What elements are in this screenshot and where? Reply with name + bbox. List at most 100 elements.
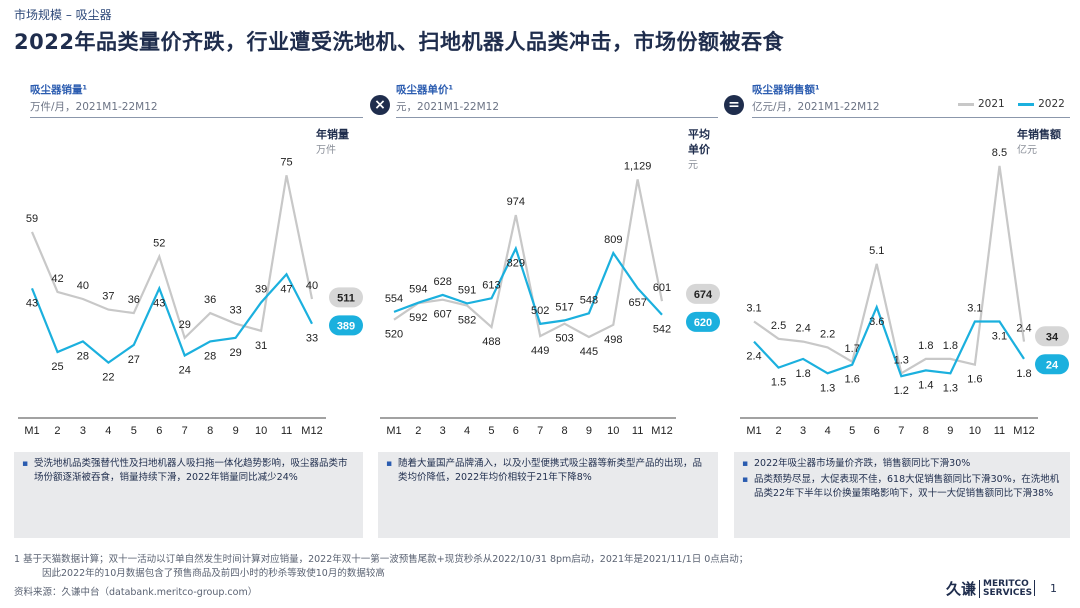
data-label-2021: 498 [604, 334, 622, 346]
logo-divider [979, 579, 981, 598]
data-label-2022: 47 [280, 283, 292, 295]
bullet-text: 品类颓势尽显，大促表现不佳，618大促销售额同比下滑30%，在洗地机品类22年下… [754, 474, 1060, 499]
data-label-2022: 829 [507, 258, 525, 270]
data-label-2021: 3.1 [746, 302, 761, 314]
data-label-2022: 542 [653, 324, 671, 336]
data-label-2021: 601 [653, 282, 671, 294]
data-label-2021: 5.1 [869, 245, 884, 257]
annual-value-2022: 24 [1046, 359, 1059, 371]
bullet-icon: ▪ [742, 459, 749, 469]
x-tick-label: 6 [513, 425, 519, 437]
x-tick-label: 10 [969, 425, 981, 437]
data-label-2021: 1.8 [918, 340, 933, 352]
annual-badge-2022 [686, 311, 720, 332]
panel-header-volume: 吸尘器销量¹ 万件/月，2021M1-22M12 [30, 82, 363, 118]
bullet-text: 受洗地机品类强替代性及扫地机器人吸扫拖一体化趋势影响，吸尘器品类市场份额逐渐被吞… [34, 458, 348, 483]
data-label-2021: 1,129 [624, 160, 652, 172]
x-tick-label: 10 [255, 425, 267, 437]
bullet-text: 2022年吸尘器市场量价齐跌，销售额同比下滑30% [754, 458, 971, 469]
panel-header-price: 吸尘器单价¹ 元，2021M1-22M12 [396, 82, 718, 118]
annual-value-2022: 620 [694, 317, 712, 329]
x-tick-label: 2 [775, 425, 781, 437]
annual-unit: 元 [688, 160, 698, 171]
data-label-2022: 27 [128, 354, 140, 366]
data-label-2021: 40 [306, 280, 318, 292]
x-tick-label: 3 [800, 425, 806, 437]
x-tick-label: 8 [923, 425, 929, 437]
panel-header-sales: 吸尘器销售额¹ 亿元/月，2021M1-22M12 [752, 82, 1070, 118]
panel-subtitle-sales: 亿元/月，2021M1-22M12 [752, 101, 880, 113]
data-label-2022: 28 [77, 350, 89, 362]
data-label-2021: 488 [482, 336, 500, 348]
annual-value-2021: 674 [694, 289, 713, 301]
annual-badge-2021 [686, 283, 720, 304]
data-label-2022: 1.5 [771, 377, 786, 389]
x-tick-label: 10 [607, 425, 619, 437]
data-label-2021: 31 [255, 340, 267, 352]
x-tick-label: 4 [105, 425, 111, 437]
data-label-2021: 1.3 [894, 354, 909, 366]
x-tick-label: M1 [386, 425, 401, 437]
page-number: 1 [1050, 582, 1057, 595]
x-tick-label: 11 [281, 425, 292, 437]
data-label-2022: 2.4 [746, 351, 761, 363]
series-line-2022 [30, 272, 313, 364]
source-note: 资料来源：久谦中台（databank.meritco-group.com） [14, 587, 258, 598]
data-label-2021: 2.5 [771, 320, 786, 332]
panel-subtitle-price: 元，2021M1-22M12 [396, 101, 500, 113]
data-label-2021: 2.4 [1016, 323, 1031, 335]
insight-box-sales: ▪ 2022年吸尘器市场量价齐跌，销售额同比下滑30% ▪ 品类颓势尽显，大促表现不佳… [734, 452, 1070, 538]
data-label-2022: 628 [434, 276, 452, 288]
bullet-text: 随着大量国产品牌涌入，以及小型便携式吸尘器等新类型产品的出现，品类均价降低，20… [398, 458, 703, 483]
legend-item-2022: 2022 [1018, 98, 1065, 110]
annual-unit: 亿元 [1017, 143, 1037, 156]
page-divider [1034, 580, 1035, 596]
data-label-2021: 36 [128, 294, 140, 306]
x-tick-label: 5 [488, 425, 494, 437]
x-tick-label: 8 [561, 425, 567, 437]
x-tick-label: 2 [415, 425, 421, 437]
x-tick-label: 9 [586, 425, 592, 437]
data-label-2022: 554 [385, 293, 403, 305]
x-tick-label: 8 [207, 425, 213, 437]
annual-badge-2022 [329, 315, 363, 336]
data-label-2022: 39 [255, 284, 267, 296]
data-label-2021: 75 [280, 156, 292, 168]
annual-badge-2021 [1035, 326, 1069, 347]
legend-swatch-2022 [1018, 102, 1035, 106]
data-label-2021: 33 [230, 305, 242, 317]
x-tick-label: 5 [849, 425, 855, 437]
data-label-2021: 445 [580, 346, 598, 358]
x-tick-label: 3 [440, 425, 446, 437]
x-tick-label: 7 [182, 425, 188, 437]
data-label-2022: 3.1 [992, 330, 1007, 342]
equals-icon: = [724, 95, 744, 115]
data-label-2021: 1.8 [943, 340, 958, 352]
x-tick-label: M12 [651, 425, 672, 437]
legend-swatch-2021 [958, 102, 974, 106]
annual-label: 平均 [688, 127, 710, 141]
x-tick-label: M12 [301, 425, 322, 437]
x-tick-label: M1 [746, 425, 761, 437]
data-label-2022: 1.8 [1016, 368, 1031, 380]
footnote: 1 基于天猫数据计算；双十一活动以订单自然发生时间计算对应销量，2022年双十一… [14, 553, 954, 581]
insight-bullet: ▪ 受洗地机品类强替代性及扫地机器人吸扫拖一体化趋势影响，吸尘器品类市场份额逐渐被… [22, 457, 355, 485]
x-tick-label: 9 [947, 425, 953, 437]
annual-label-2: 单价 [688, 142, 711, 156]
data-label-2021: 2.4 [795, 323, 810, 335]
x-tick-label: 2 [54, 425, 60, 437]
data-label-2021: 2.2 [820, 328, 835, 340]
data-label-2022: 594 [409, 284, 427, 296]
data-label-2022: 809 [604, 234, 622, 246]
annual-unit: 万件 [316, 144, 336, 156]
panel-subtitle-volume: 万件/月，2021M1-22M12 [30, 101, 158, 113]
data-label-2021: 520 [385, 329, 403, 341]
series-line-2021 [753, 165, 1026, 376]
x-tick-label: 4 [825, 425, 831, 437]
data-label-2021: 592 [409, 312, 427, 324]
data-label-2021: 40 [77, 280, 89, 292]
data-label-2022: 517 [555, 301, 573, 313]
data-label-2021: 42 [51, 273, 63, 285]
footnote-line-2: 因此2022年的10月数据包含了预售商品及前四小时的秒杀等致使10月的数据较高 [42, 568, 385, 579]
annual-badge-2021 [329, 287, 363, 308]
